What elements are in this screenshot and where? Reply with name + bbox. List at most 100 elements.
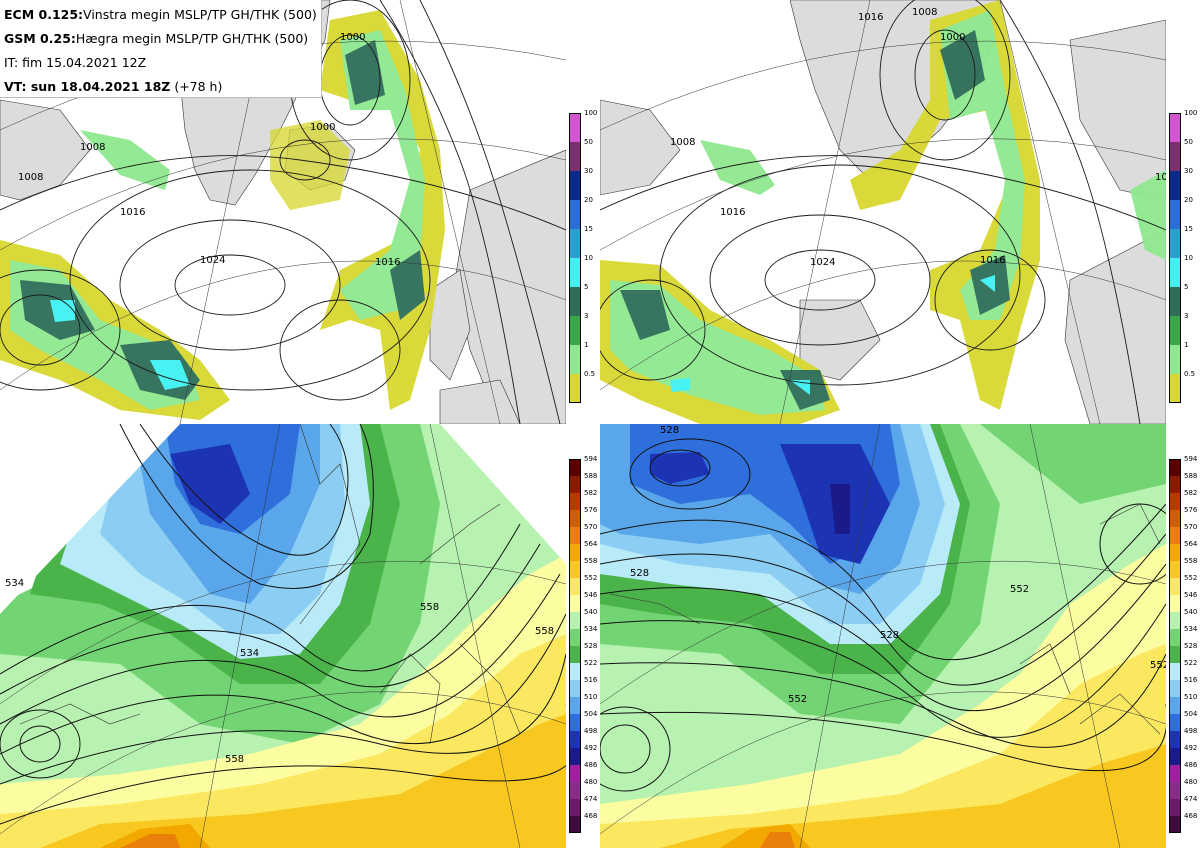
colorbar-swatch bbox=[1169, 748, 1181, 765]
ecm-gh-label: 534 bbox=[5, 578, 24, 589]
colorbar-swatch bbox=[1169, 459, 1181, 476]
colorbar-label: 594 bbox=[584, 455, 598, 463]
colorbar-swatch bbox=[569, 171, 581, 200]
colorbar-label: 3 bbox=[1184, 312, 1189, 320]
colorbar-label: 10 bbox=[1184, 254, 1193, 262]
colorbar-swatch bbox=[569, 697, 581, 714]
colorbar-swatch bbox=[569, 229, 581, 258]
colorbar-swatch bbox=[569, 258, 581, 287]
colorbar-swatch bbox=[569, 680, 581, 697]
colorbar-swatch bbox=[1169, 544, 1181, 561]
colorbar-label: 20 bbox=[584, 196, 593, 204]
colorbar-swatch bbox=[569, 578, 581, 595]
colorbar-swatch bbox=[1169, 258, 1181, 287]
colorbar-label: 50 bbox=[584, 138, 593, 146]
ecm-gh-thickness-map: 534 534 558 558 558 bbox=[0, 424, 566, 848]
colorbar-swatch bbox=[569, 287, 581, 316]
colorbar-label: 582 bbox=[1184, 489, 1198, 497]
gsm-isobar-label: 1016 bbox=[980, 255, 1005, 266]
colorbar-label: 100 bbox=[584, 109, 598, 117]
colorbar-label: 504 bbox=[584, 710, 598, 718]
colorbar-label: 5 bbox=[1184, 283, 1189, 291]
info-line-ecm: ECM 0.125:Vinstra megin MSLP/TP GH/THK (… bbox=[4, 7, 317, 22]
colorbar-swatch bbox=[1169, 510, 1181, 527]
colorbar-label: 498 bbox=[584, 727, 598, 735]
colorbar-swatch bbox=[1169, 476, 1181, 493]
colorbar-label: 516 bbox=[1184, 676, 1198, 684]
colorbar-frame bbox=[569, 459, 581, 833]
colorbar-swatch bbox=[569, 493, 581, 510]
colorbar-label: 582 bbox=[584, 489, 598, 497]
ecm-gh-label: 558 bbox=[420, 602, 439, 613]
colorbar-label: 564 bbox=[584, 540, 598, 548]
colorbar-swatch bbox=[569, 765, 581, 782]
ecm-isobar-label: 1024 bbox=[200, 255, 225, 266]
colorbar-label: 10 bbox=[584, 254, 593, 262]
colorbar-frame bbox=[1169, 113, 1181, 403]
colorbar-frame bbox=[569, 113, 581, 403]
colorbar-label: 510 bbox=[1184, 693, 1198, 701]
colorbar-swatch bbox=[1169, 799, 1181, 816]
colorbar-swatch bbox=[1169, 200, 1181, 229]
ecm-isobar-label: 1000 bbox=[310, 122, 335, 133]
colorbar-swatch bbox=[1169, 663, 1181, 680]
colorbar-swatch bbox=[569, 510, 581, 527]
colorbar-label: 20 bbox=[1184, 196, 1193, 204]
colorbar-label: 30 bbox=[1184, 167, 1193, 175]
colorbar-swatch bbox=[1169, 493, 1181, 510]
gsm-gh-label: 552 bbox=[1010, 584, 1029, 595]
colorbar-label: 564 bbox=[1184, 540, 1198, 548]
colorbar-label: 510 bbox=[584, 693, 598, 701]
colorbar-swatch bbox=[569, 200, 581, 229]
colorbar-label: 486 bbox=[1184, 761, 1198, 769]
colorbar-label: 0.5 bbox=[1184, 370, 1196, 378]
colorbar-swatch bbox=[1169, 697, 1181, 714]
colorbar-swatch bbox=[569, 527, 581, 544]
info-line-init-time: IT: fim 15.04.2021 12Z bbox=[4, 55, 147, 70]
colorbar-label: 546 bbox=[584, 591, 598, 599]
colorbar-frame bbox=[1169, 459, 1181, 833]
colorbar-label: 534 bbox=[1184, 625, 1198, 633]
colorbar-swatch bbox=[569, 316, 581, 345]
colorbar-label: 522 bbox=[584, 659, 598, 667]
colorbar-swatch bbox=[1169, 345, 1181, 374]
colorbar-label: 552 bbox=[584, 574, 598, 582]
colorbar-swatch bbox=[1169, 578, 1181, 595]
colorbar-label: 492 bbox=[584, 744, 598, 752]
colorbar-swatch bbox=[569, 595, 581, 612]
colorbar-label: 15 bbox=[584, 225, 593, 233]
colorbar-label: 468 bbox=[584, 812, 598, 820]
colorbar-label: 528 bbox=[1184, 642, 1198, 650]
colorbar-label: 100 bbox=[1184, 109, 1198, 117]
gsm-isobar-label: 1016 bbox=[1155, 172, 1166, 183]
ecm-isobar-label: 1000 bbox=[340, 32, 365, 43]
colorbar-swatch bbox=[1169, 595, 1181, 612]
colorbar-label: 1 bbox=[1184, 341, 1189, 349]
colorbar-label: 570 bbox=[1184, 523, 1198, 531]
gsm-isobar-label: 1016 bbox=[720, 207, 745, 218]
colorbar-label: 474 bbox=[1184, 795, 1198, 803]
colorbar-label: 552 bbox=[1184, 574, 1198, 582]
gsm-gh-label: 552 bbox=[1150, 660, 1166, 671]
colorbar-label: 0.5 bbox=[584, 370, 596, 378]
colorbar-swatch bbox=[569, 714, 581, 731]
colorbar-swatch bbox=[1169, 612, 1181, 629]
gsm-isobar-label: 1000 bbox=[940, 32, 965, 43]
colorbar-label: 50 bbox=[1184, 138, 1193, 146]
colorbar-label: 468 bbox=[1184, 812, 1198, 820]
colorbar-swatch bbox=[569, 459, 581, 476]
colorbar-swatch bbox=[1169, 229, 1181, 258]
colorbar-swatch bbox=[569, 731, 581, 748]
gsm-gh-thickness-map: 528 528 528 552 552 552 bbox=[600, 424, 1166, 848]
gsm-isobar-label: 1024 bbox=[810, 257, 835, 268]
colorbar-swatch bbox=[569, 629, 581, 646]
colorbar-swatch bbox=[569, 612, 581, 629]
ecm-gh-label: 558 bbox=[225, 754, 244, 765]
colorbar-label: 486 bbox=[584, 761, 598, 769]
colorbar-swatch bbox=[569, 345, 581, 374]
info-line-gsm: GSM 0.25:Hægra megin MSLP/TP GH/THK (500… bbox=[4, 31, 309, 46]
colorbar-label: 546 bbox=[1184, 591, 1198, 599]
colorbar-swatch bbox=[1169, 171, 1181, 200]
colorbar-label: 480 bbox=[1184, 778, 1198, 786]
colorbar-label: 30 bbox=[584, 167, 593, 175]
